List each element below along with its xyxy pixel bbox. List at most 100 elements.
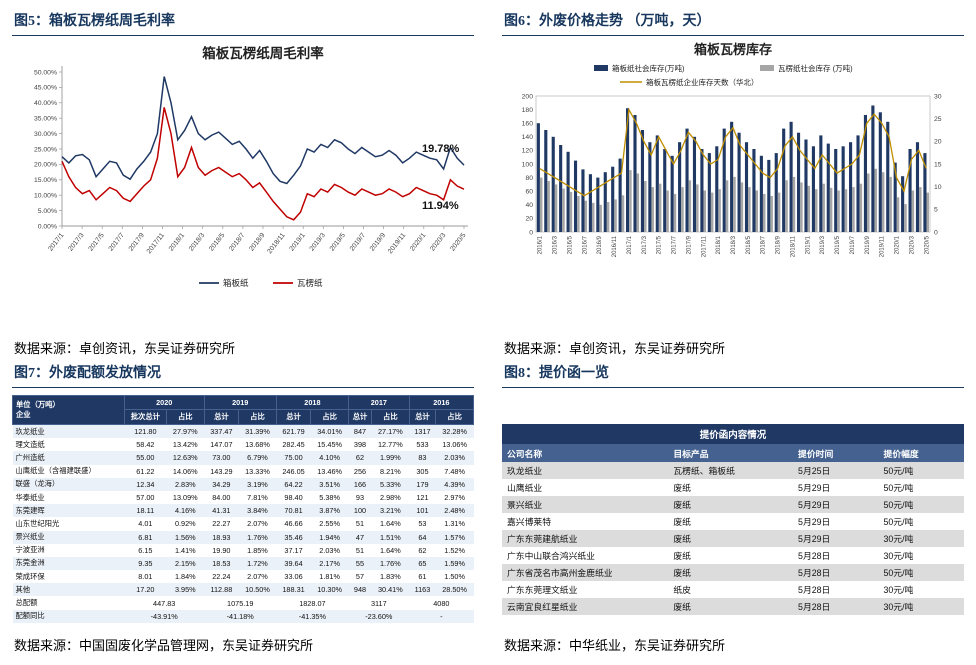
x-tick-label: 2017/9 — [128, 232, 146, 253]
x-tick-label: 2017/1 — [627, 235, 633, 254]
bar — [730, 121, 734, 232]
quota-value: 57 — [355, 572, 365, 582]
quota-value: 166 — [353, 479, 367, 489]
x-tick-label: 2018/3 — [731, 235, 737, 254]
quota-value: 8.21% — [380, 466, 401, 476]
raise-date: 5月29日 — [798, 483, 831, 493]
bar — [573, 160, 578, 232]
bar — [774, 153, 778, 232]
bar — [737, 132, 741, 232]
legend-label: 瓦楞纸社会库存 (万吨) — [778, 63, 853, 73]
price-letter-row: 景兴纸业 废纸 5月29日 50元/吨 — [502, 496, 964, 513]
quota-row: 山鹰纸业（含福建联盛） 61.22 14.06% 143.29 13.33% 246.05… — [12, 464, 474, 478]
quota-value: 2.83% — [174, 479, 196, 489]
bar — [629, 170, 632, 232]
figure5-panel: 图5：箱板瓦楞纸周毛利率 箱板瓦楞纸周毛利率 0.00% 5.00% 10.00% 15… — [12, 8, 474, 360]
company-name: 华泰纸业 — [15, 492, 45, 502]
company-name: 景兴纸业 — [507, 500, 543, 510]
quota-value: 1.57% — [444, 532, 465, 542]
x-tick-label: 2018/3 — [188, 232, 206, 253]
bar — [740, 182, 744, 232]
bar — [618, 158, 622, 232]
bar — [648, 142, 652, 232]
quota-table: 单位（万吨） 企业 2020 2019 2018 2017 2016 批次总计 占比 总计 占比总… — [12, 395, 474, 623]
quota-row: 山东世纪阳光 4.01 0.92% 22.27 2.07% 46.66 2.55% 51 1.6… — [12, 517, 474, 531]
company-name: 玖龙纸业 — [507, 466, 543, 476]
quota-row: 广州造纸 55.00 12.63% 73.00 6.79% 75.00 4.10% 62 1.9… — [12, 451, 474, 465]
inventory-bar-line-chart: 箱板瓦楞库存 箱板纸社会库存(万吨) 瓦楞纸社会库存 (万吨) 箱板瓦楞纸企业库存天数… — [502, 40, 964, 301]
x-tick-label: 2020/5 — [924, 235, 930, 254]
bar — [644, 181, 647, 232]
quota-value: 2.98% — [380, 493, 401, 503]
quota-value: 3.95% — [174, 585, 196, 595]
bar — [581, 169, 585, 232]
bar — [547, 181, 550, 232]
bar — [841, 146, 845, 232]
bar — [919, 187, 922, 232]
quota-value: 53 — [418, 519, 427, 529]
summary-label: 配额同比 — [15, 611, 45, 621]
bar — [915, 142, 920, 232]
bar — [559, 145, 563, 232]
subcolumn-header: 批次总计 — [123, 409, 167, 425]
quota-value: 1.76% — [380, 558, 401, 568]
summary-value: 1075.19 — [227, 598, 254, 608]
subcolumn-header: 占比 — [310, 409, 349, 425]
figure7-source: 数据来源：中国固废化学品管理网，东吴证券研究所 — [14, 638, 314, 653]
summary-value: -41.18% — [226, 611, 254, 621]
quota-value: 51 — [355, 519, 365, 529]
bar — [785, 180, 788, 232]
subcolumn-header: 总计 — [275, 409, 312, 425]
y-tick-label: 50.00% — [34, 69, 57, 76]
x-tick-label: 2019/11 — [880, 235, 886, 257]
quota-value: 2.15% — [174, 558, 196, 568]
subcolumn-header: 占比 — [371, 409, 410, 425]
price-letter-row: 山鹰纸业 废纸 5月29日 50元/吨 — [502, 479, 964, 496]
x-tick-label: 2018/9 — [776, 235, 782, 254]
bar — [811, 146, 815, 232]
bar — [591, 202, 595, 232]
right-tick-label: 20 — [934, 139, 942, 146]
quota-value: 47 — [355, 532, 365, 542]
quota-value: 0.92% — [174, 519, 196, 529]
bar — [777, 192, 781, 232]
quota-value: 1.52% — [444, 545, 465, 555]
quota-value: 1.41% — [174, 545, 196, 555]
bar — [554, 184, 558, 232]
left-tick-label: 0 — [529, 229, 533, 236]
left-tick-label: 20 — [525, 216, 533, 223]
bar — [878, 112, 882, 232]
x-tick-label: 2019/1 — [288, 232, 306, 253]
subcolumn-header: 占比 — [165, 409, 205, 425]
quota-value: 28.50% — [442, 585, 467, 595]
quota-value: 34.29 — [212, 479, 231, 489]
company-name: 广东东莞理文纸业 — [507, 585, 578, 595]
price-letter-row: 玖龙纸业 瓦楞纸、箱板纸 5月25日 50元/吨 — [502, 462, 964, 479]
quota-value: 7.81% — [247, 493, 268, 503]
x-tick-label: 2017/3 — [642, 235, 648, 254]
summary-label: 总配额 — [15, 598, 38, 608]
left-tick-label: 40 — [525, 202, 533, 209]
line-chart-svg: 箱板瓦楞纸周毛利率 0.00% 5.00% 10.00% 15.00% 20.00% 25.… — [34, 45, 468, 288]
bar — [874, 168, 877, 232]
price-letter-row: 嘉兴博莱特 废纸 5月29日 50元/吨 — [502, 513, 964, 530]
bar — [837, 190, 840, 232]
bar — [603, 172, 607, 232]
company-name: 嘉兴博莱特 — [507, 517, 551, 527]
quota-value: 13.68% — [245, 440, 270, 450]
figure7-header: 图7：外废配额发放情况 — [12, 360, 474, 388]
target-product: 废纸 — [673, 500, 691, 510]
summary-row: 配额同比 -43.91% -41.18% -41.35% -23.60% - — [12, 609, 474, 623]
quota-value: 1.31% — [444, 519, 465, 529]
year-header: 2018 — [275, 395, 349, 410]
x-tick-label: 2019/11 — [387, 232, 407, 255]
quota-value: 58.42 — [136, 440, 155, 450]
left-tick-label: 200 — [522, 93, 534, 100]
year-header: 2019 — [203, 395, 277, 410]
x-tick-label: 2018/11 — [266, 232, 286, 255]
chart-title: 箱板瓦楞纸周毛利率 — [202, 45, 324, 61]
left-tick-label: 160 — [522, 121, 534, 128]
quota-value: 64.22 — [284, 479, 303, 489]
legend-swatch — [594, 65, 608, 71]
quota-value: 1.94% — [319, 532, 340, 542]
